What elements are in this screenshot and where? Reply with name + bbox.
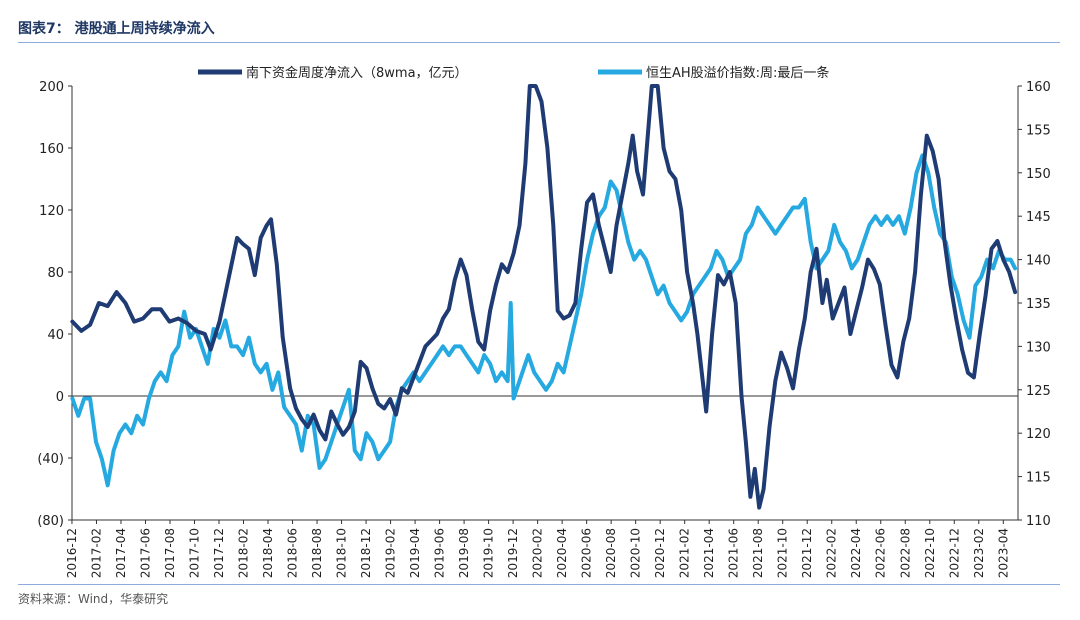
- x-tick-label: 2023-04: [996, 528, 1010, 578]
- left-tick-label: 80: [47, 266, 64, 281]
- x-tick-label: 2022-10: [923, 528, 937, 578]
- legend-ah-premium-label: 恒生AH股溢价指数:周:最后一条: [646, 65, 829, 81]
- source-note: 资料来源：Wind，华泰研究: [18, 592, 169, 606]
- right-tick-label: 150: [1026, 167, 1051, 182]
- legend-southbound-flow-label: 南下资金周度净流入（8wma，亿元）: [246, 65, 468, 81]
- right-tick-label: 120: [1026, 427, 1051, 442]
- x-tick-label: 2020-02: [531, 528, 545, 578]
- right-tick-label: 145: [1026, 210, 1051, 225]
- right-tick-label: 110: [1026, 514, 1051, 529]
- x-tick-label: 2017-04: [114, 528, 128, 578]
- x-tick-label: 2019-02: [384, 528, 398, 578]
- left-tick-label: 40: [47, 328, 64, 343]
- x-tick-label: 2021-12: [800, 528, 814, 578]
- x-tick-label: 2017-06: [138, 528, 152, 578]
- x-tick-label: 2016-12: [65, 528, 79, 578]
- x-tick-label: 2022-04: [849, 528, 863, 578]
- left-tick-label: 200: [39, 80, 64, 95]
- x-tick-label: 2020-08: [604, 528, 618, 578]
- x-tick-label: 2019-06: [433, 528, 447, 578]
- x-tick-label: 2018-08: [310, 528, 324, 578]
- right-tick-label: 160: [1026, 80, 1051, 95]
- x-tick-label: 2018-02: [237, 528, 251, 578]
- left-tick-label: (40): [37, 452, 64, 467]
- x-tick-label: 2017-12: [212, 528, 226, 578]
- series-line-ah-premium: [70, 153, 1018, 488]
- x-tick-label: 2017-10: [187, 528, 201, 578]
- x-tick-label: 2019-10: [482, 528, 496, 578]
- x-tick-label: 2019-12: [506, 528, 520, 578]
- left-tick-label: 0: [56, 390, 64, 405]
- x-tick-label: 2022-08: [898, 528, 912, 578]
- x-tick-label: 2018-10: [335, 528, 349, 578]
- x-tick-label: 2021-06: [727, 528, 741, 578]
- x-tick-label: 2021-02: [678, 528, 692, 578]
- x-tick-label: 2022-06: [874, 528, 888, 578]
- x-tick-label: 2018-12: [359, 528, 373, 578]
- series-line-southbound-flow: [70, 84, 1018, 510]
- x-tick-label: 2022-02: [825, 528, 839, 578]
- x-tick-label: 2020-12: [653, 528, 667, 578]
- left-tick-label: 120: [39, 204, 64, 219]
- right-tick-label: 125: [1026, 384, 1051, 399]
- right-tick-label: 155: [1026, 123, 1051, 138]
- x-tick-label: 2017-08: [163, 528, 177, 578]
- x-tick-label: 2021-10: [776, 528, 790, 578]
- right-tick-label: 130: [1026, 340, 1051, 355]
- chart-title: 图表7： 港股通上周持续净流入: [18, 21, 215, 37]
- title-divider: [18, 42, 1060, 43]
- x-tick-label: 2021-04: [702, 528, 716, 578]
- x-tick-label: 2020-04: [555, 528, 569, 578]
- x-tick-label: 2017-02: [89, 528, 103, 578]
- source-divider: [18, 584, 1060, 585]
- right-tick-label: 135: [1026, 297, 1051, 312]
- left-tick-label: 160: [39, 142, 64, 157]
- left-tick-label: (80): [37, 514, 64, 529]
- x-tick-label: 2019-04: [408, 528, 422, 578]
- x-tick-label: 2018-04: [261, 528, 275, 578]
- x-tick-label: 2020-06: [580, 528, 594, 578]
- x-tick-label: 2019-08: [457, 528, 471, 578]
- x-tick-label: 2018-06: [286, 528, 300, 578]
- x-tick-label: 2023-02: [972, 528, 986, 578]
- x-tick-label: 2020-10: [629, 528, 643, 578]
- x-tick-label: 2021-08: [751, 528, 765, 578]
- right-tick-label: 140: [1026, 254, 1051, 269]
- x-tick-label: 2022-12: [947, 528, 961, 578]
- right-tick-label: 115: [1026, 471, 1051, 486]
